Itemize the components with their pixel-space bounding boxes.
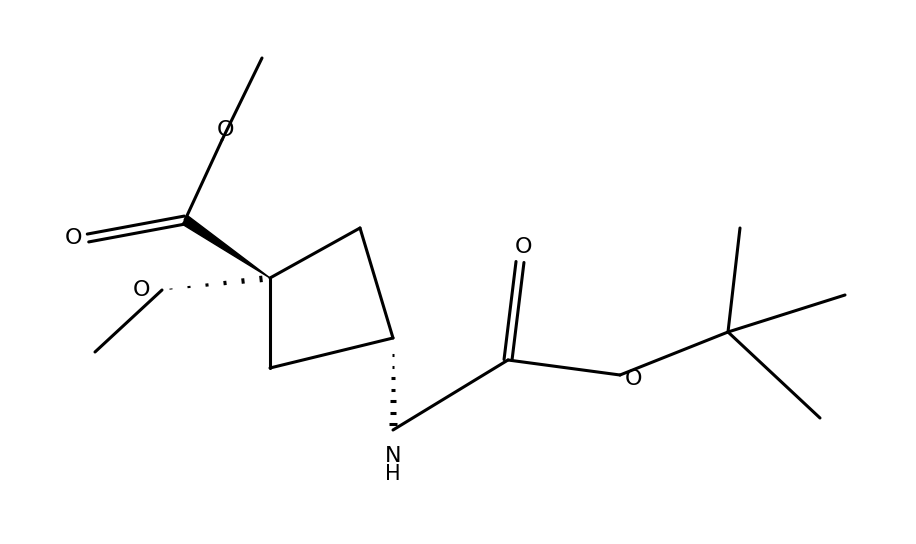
Polygon shape — [182, 216, 270, 278]
Text: O: O — [65, 228, 82, 248]
Text: H: H — [386, 464, 401, 484]
Text: O: O — [216, 120, 234, 140]
Text: O: O — [133, 280, 150, 300]
Text: O: O — [624, 369, 642, 389]
Text: N: N — [385, 446, 401, 466]
Text: O: O — [514, 237, 532, 257]
